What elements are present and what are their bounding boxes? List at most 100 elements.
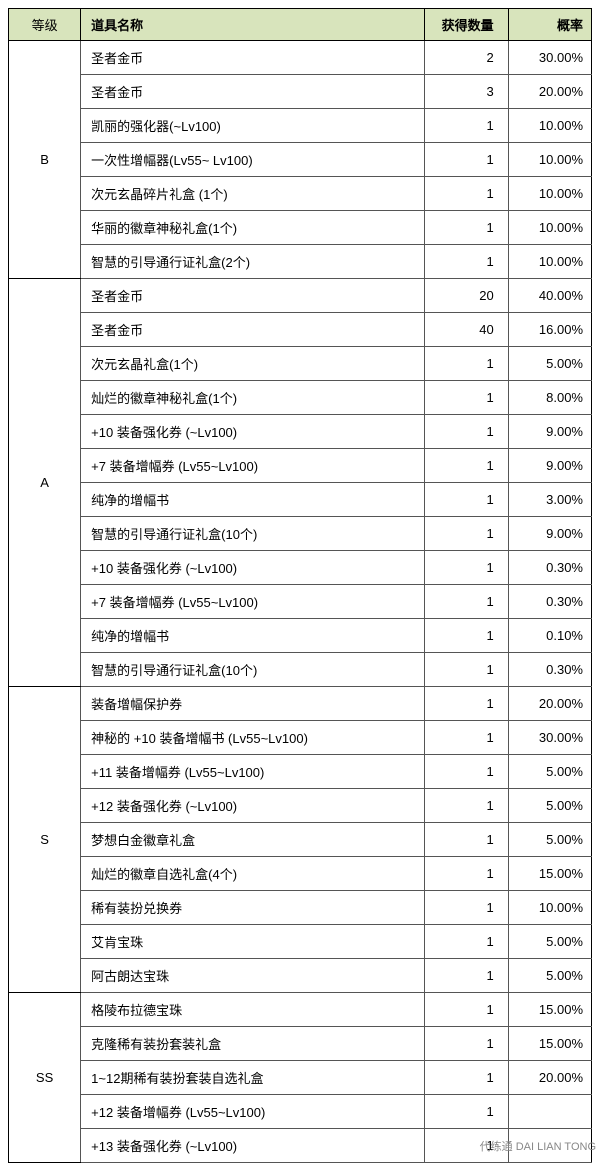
item-name: 华丽的徽章神秘礼盒(1个) xyxy=(81,211,425,245)
table-row: 1~12期稀有装扮套装自选礼盒120.00% xyxy=(9,1061,592,1095)
table-row: 灿烂的徽章自选礼盒(4个)115.00% xyxy=(9,857,592,891)
item-rate: 3.00% xyxy=(508,483,591,517)
item-qty: 1 xyxy=(425,585,508,619)
col-qty-header: 获得数量 xyxy=(425,9,508,41)
item-rate: 0.10% xyxy=(508,619,591,653)
table-row: +10 装备强化券 (~Lv100)19.00% xyxy=(9,415,592,449)
table-row: 圣者金币320.00% xyxy=(9,75,592,109)
item-rate: 5.00% xyxy=(508,823,591,857)
item-qty: 1 xyxy=(425,483,508,517)
item-rate: 9.00% xyxy=(508,449,591,483)
item-rate: 9.00% xyxy=(508,517,591,551)
item-rate xyxy=(508,1095,591,1129)
item-qty: 1 xyxy=(425,687,508,721)
item-name: 圣者金币 xyxy=(81,75,425,109)
item-qty: 1 xyxy=(425,1061,508,1095)
item-name: +10 装备强化券 (~Lv100) xyxy=(81,551,425,585)
item-name: 克隆稀有装扮套装礼盒 xyxy=(81,1027,425,1061)
item-rate: 0.30% xyxy=(508,653,591,687)
table-row: 智慧的引导通行证礼盒(10个)19.00% xyxy=(9,517,592,551)
item-name: +10 装备强化券 (~Lv100) xyxy=(81,415,425,449)
item-rate: 5.00% xyxy=(508,789,591,823)
item-name: +13 装备强化券 (~Lv100) xyxy=(81,1129,425,1163)
item-rate: 15.00% xyxy=(508,1027,591,1061)
table-row: 凯丽的强化器(~Lv100)110.00% xyxy=(9,109,592,143)
item-rate: 5.00% xyxy=(508,347,591,381)
item-rate: 5.00% xyxy=(508,755,591,789)
item-name: 圣者金币 xyxy=(81,279,425,313)
table-row: 神秘的 +10 装备增幅书 (Lv55~Lv100)130.00% xyxy=(9,721,592,755)
item-name: 次元玄晶礼盒(1个) xyxy=(81,347,425,381)
item-qty: 1 xyxy=(425,245,508,279)
item-name: +11 装备增幅券 (Lv55~Lv100) xyxy=(81,755,425,789)
item-rate: 10.00% xyxy=(508,177,591,211)
table-row: 次元玄晶礼盒(1个)15.00% xyxy=(9,347,592,381)
item-qty: 1 xyxy=(425,109,508,143)
item-name: +7 装备增幅券 (Lv55~Lv100) xyxy=(81,585,425,619)
table-row: S装备增幅保护券120.00% xyxy=(9,687,592,721)
table-row: A圣者金币2040.00% xyxy=(9,279,592,313)
col-name-header: 道具名称 xyxy=(81,9,425,41)
table-row: +12 装备强化券 (~Lv100)15.00% xyxy=(9,789,592,823)
item-rate: 10.00% xyxy=(508,143,591,177)
item-rate xyxy=(508,1129,591,1163)
col-tier-header: 等级 xyxy=(9,9,81,41)
table-row: 灿烂的徽章神秘礼盒(1个)18.00% xyxy=(9,381,592,415)
item-name: 1~12期稀有装扮套装自选礼盒 xyxy=(81,1061,425,1095)
item-name: 凯丽的强化器(~Lv100) xyxy=(81,109,425,143)
item-qty: 1 xyxy=(425,823,508,857)
item-rate: 15.00% xyxy=(508,993,591,1027)
table-row: B圣者金币230.00% xyxy=(9,41,592,75)
item-qty: 1 xyxy=(425,653,508,687)
item-rate: 30.00% xyxy=(508,721,591,755)
item-name: 智慧的引导通行证礼盒(2个) xyxy=(81,245,425,279)
item-name: 纯净的增幅书 xyxy=(81,619,425,653)
item-rate: 30.00% xyxy=(508,41,591,75)
item-name: 圣者金币 xyxy=(81,41,425,75)
table-row: +12 装备增幅券 (Lv55~Lv100)1 xyxy=(9,1095,592,1129)
item-qty: 1 xyxy=(425,415,508,449)
item-name: 灿烂的徽章神秘礼盒(1个) xyxy=(81,381,425,415)
table-row: 次元玄晶碎片礼盒 (1个)110.00% xyxy=(9,177,592,211)
item-qty: 1 xyxy=(425,551,508,585)
item-name: 梦想白金徽章礼盒 xyxy=(81,823,425,857)
item-qty: 1 xyxy=(425,789,508,823)
item-rate: 0.30% xyxy=(508,551,591,585)
table-row: 智慧的引导通行证礼盒(10个)10.30% xyxy=(9,653,592,687)
table-row: 纯净的增幅书13.00% xyxy=(9,483,592,517)
table-row: 一次性增幅器(Lv55~ Lv100)110.00% xyxy=(9,143,592,177)
item-qty: 1 xyxy=(425,857,508,891)
item-qty: 1 xyxy=(425,143,508,177)
table-row: 智慧的引导通行证礼盒(2个)110.00% xyxy=(9,245,592,279)
tier-cell: SS xyxy=(9,993,81,1163)
item-name: +12 装备强化券 (~Lv100) xyxy=(81,789,425,823)
item-qty: 1 xyxy=(425,211,508,245)
item-rate: 16.00% xyxy=(508,313,591,347)
item-rate: 20.00% xyxy=(508,1061,591,1095)
item-name: 艾肯宝珠 xyxy=(81,925,425,959)
item-qty: 1 xyxy=(425,1095,508,1129)
item-qty: 1 xyxy=(425,347,508,381)
item-name: 智慧的引导通行证礼盒(10个) xyxy=(81,653,425,687)
item-name: 圣者金币 xyxy=(81,313,425,347)
item-qty: 1 xyxy=(425,449,508,483)
item-qty: 40 xyxy=(425,313,508,347)
table-row: +11 装备增幅券 (Lv55~Lv100)15.00% xyxy=(9,755,592,789)
table-row: 纯净的增幅书10.10% xyxy=(9,619,592,653)
item-name: 稀有装扮兑换券 xyxy=(81,891,425,925)
item-rate: 15.00% xyxy=(508,857,591,891)
table-row: 圣者金币4016.00% xyxy=(9,313,592,347)
item-qty: 1 xyxy=(425,993,508,1027)
table-row: 稀有装扮兑换券110.00% xyxy=(9,891,592,925)
item-qty: 1 xyxy=(425,721,508,755)
tier-cell: B xyxy=(9,41,81,279)
item-rate: 10.00% xyxy=(508,891,591,925)
item-rate: 5.00% xyxy=(508,925,591,959)
table-row: +7 装备增幅券 (Lv55~Lv100)10.30% xyxy=(9,585,592,619)
item-rate: 5.00% xyxy=(508,959,591,993)
item-qty: 1 xyxy=(425,925,508,959)
item-rate: 10.00% xyxy=(508,245,591,279)
tier-cell: S xyxy=(9,687,81,993)
item-rate: 10.00% xyxy=(508,211,591,245)
item-name: 纯净的增幅书 xyxy=(81,483,425,517)
